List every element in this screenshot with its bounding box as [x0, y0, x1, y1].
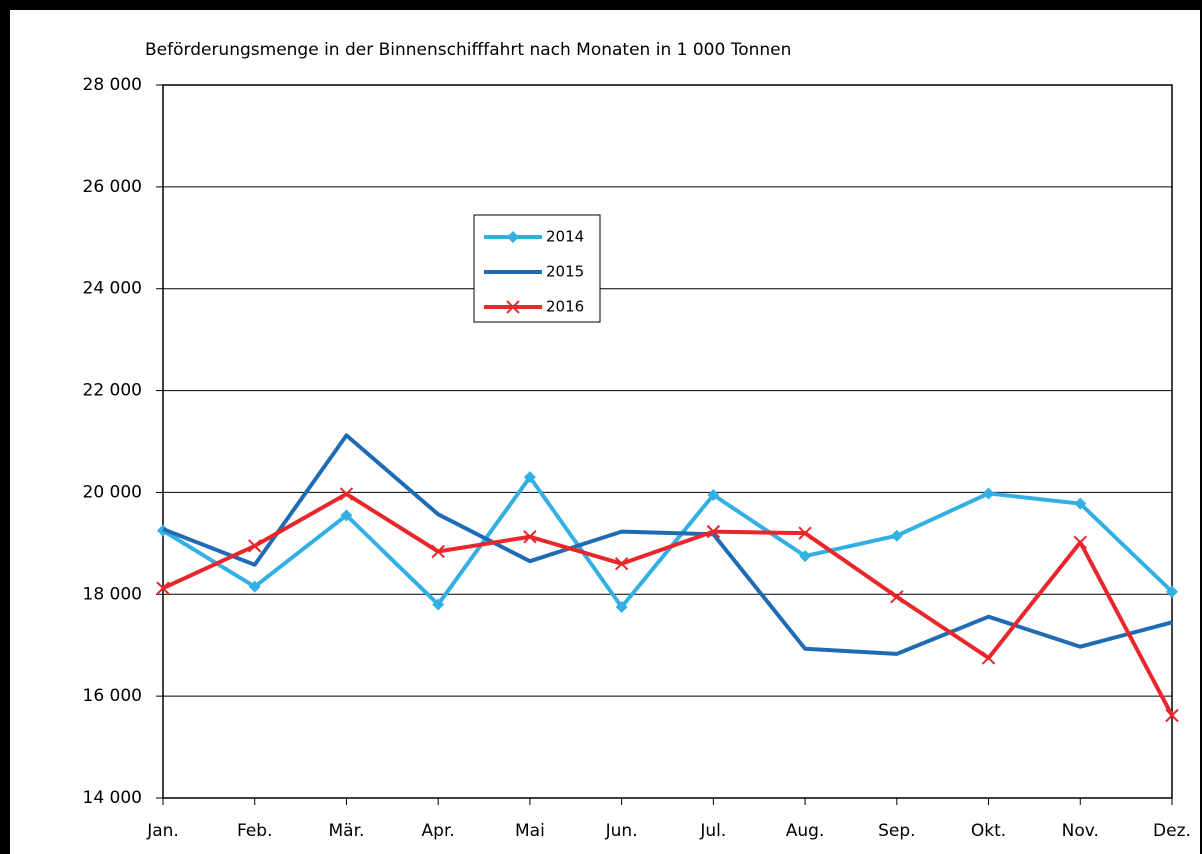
marker — [340, 509, 353, 522]
marker — [1166, 585, 1178, 598]
x-tick-label: Mär. — [328, 821, 364, 841]
marker — [798, 526, 812, 540]
x-tick-label: Jul. — [699, 821, 726, 841]
marker — [507, 231, 519, 243]
y-tick-label: 14 000 — [83, 788, 142, 808]
series-line — [161, 475, 1174, 610]
y-tick-label: 24 000 — [83, 279, 142, 299]
marker — [523, 530, 537, 544]
y-tick-label: 26 000 — [83, 177, 142, 197]
x-tick-label: Jan. — [146, 821, 179, 841]
legend-label: 2016 — [546, 298, 584, 316]
legend-label: 2015 — [546, 263, 584, 281]
marker — [799, 550, 812, 563]
marker — [1165, 708, 1179, 723]
x-tick-label: Okt. — [971, 821, 1006, 841]
x-tick-label: Sep. — [878, 821, 915, 841]
x-tick-label: Dez. — [1153, 821, 1191, 841]
marker — [890, 529, 903, 542]
marker — [1074, 497, 1087, 510]
x-tick-label: Mai — [515, 821, 545, 841]
x-tick-label: Apr. — [422, 821, 455, 841]
y-tick-label: 22 000 — [83, 381, 142, 401]
marker — [248, 539, 262, 553]
x-tick-label: Feb. — [237, 821, 273, 841]
marker — [981, 651, 996, 665]
y-tick-label: 20 000 — [83, 482, 142, 502]
y-tick-label: 16 000 — [83, 686, 142, 706]
marker — [707, 488, 720, 501]
marker — [706, 524, 721, 539]
series-line — [162, 491, 1174, 717]
marker — [890, 590, 904, 604]
plot-area — [162, 84, 1173, 799]
legend-box — [473, 214, 601, 323]
x-tick-label: Jun. — [605, 821, 638, 841]
marker — [156, 581, 170, 595]
marker — [432, 598, 445, 611]
x-tick-label: Aug. — [786, 821, 825, 841]
series-line — [162, 433, 1173, 656]
legend-label: 2014 — [546, 228, 584, 246]
marker — [431, 544, 445, 559]
marker — [248, 580, 261, 593]
marker — [982, 487, 995, 500]
marker — [506, 300, 520, 314]
y-tick-label: 18 000 — [83, 584, 142, 604]
marker — [339, 487, 354, 501]
chart-title: Beförderungsmenge in der Binnenschifffah… — [145, 40, 791, 60]
marker — [523, 471, 536, 484]
x-tick-label: Nov. — [1062, 821, 1099, 841]
marker — [614, 557, 629, 571]
marker — [615, 601, 628, 614]
marker — [1073, 535, 1087, 550]
y-tick-label: 28 000 — [83, 75, 142, 95]
